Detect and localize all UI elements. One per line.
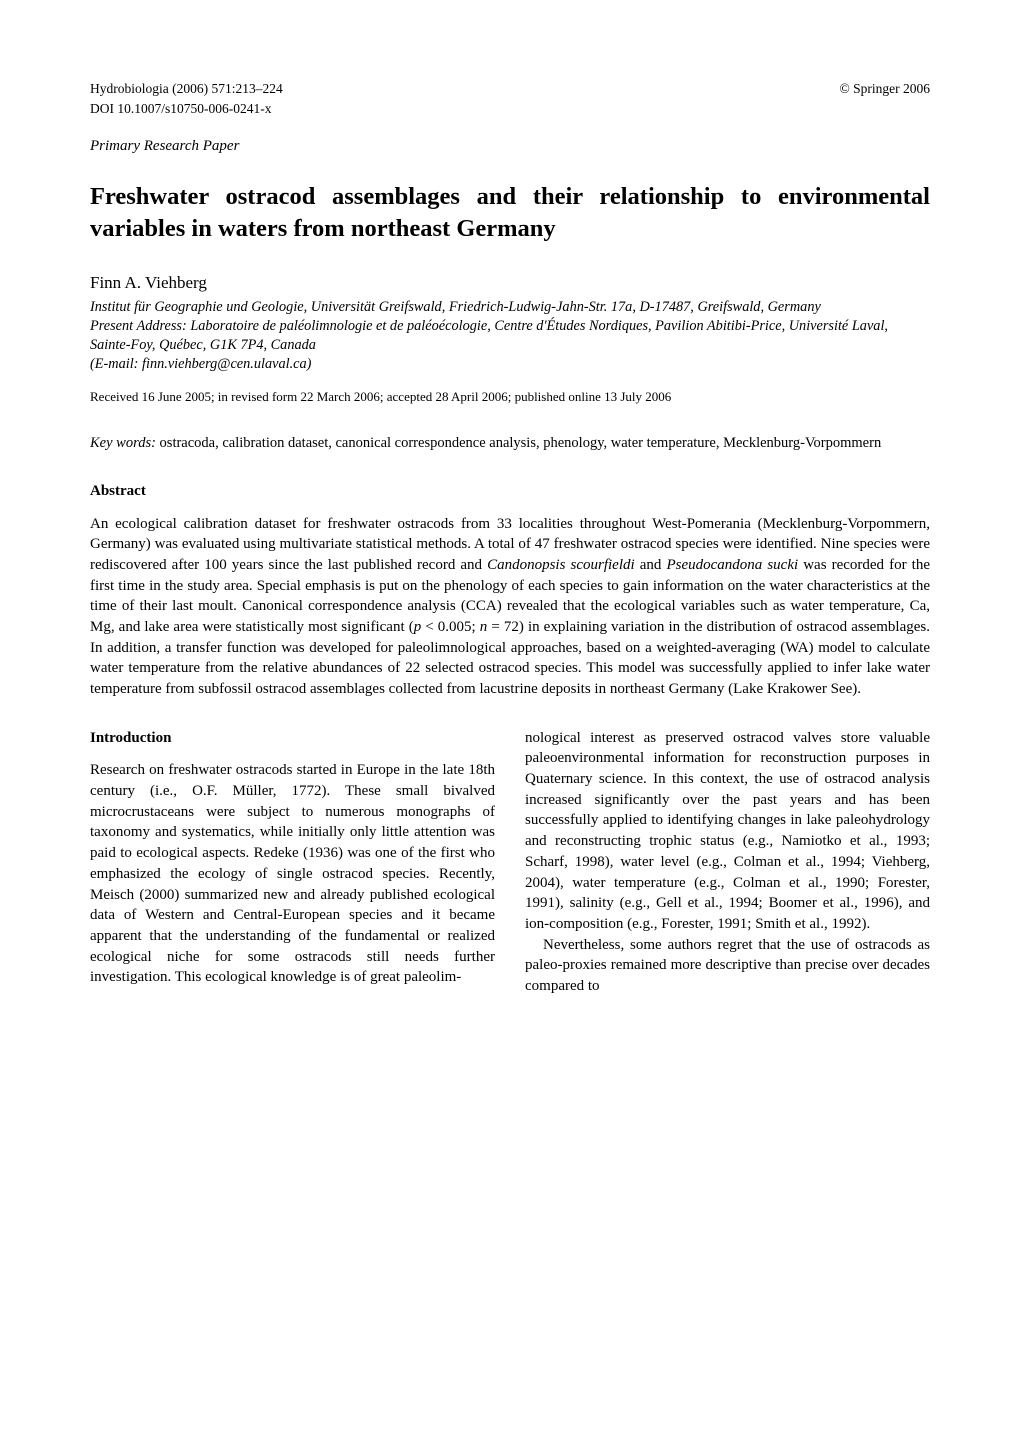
paper-type: Primary Research Paper: [90, 136, 930, 156]
article-dates: Received 16 June 2005; in revised form 2…: [90, 388, 930, 406]
abstract-text: An ecological calibration dataset for fr…: [90, 514, 930, 700]
doi: DOI 10.1007/s10750-006-0241-x: [90, 100, 930, 118]
copyright: © Springer 2006: [840, 80, 931, 98]
author-email: (E-mail: finn.viehberg@cen.ulaval.ca): [90, 355, 930, 374]
introduction-column-right: nological interest as preserved ostracod…: [525, 728, 930, 997]
introduction-heading: Introduction: [90, 728, 495, 749]
journal-reference: Hydrobiologia (2006) 571:213–224: [90, 80, 283, 98]
keywords: Key words: ostracoda, calibration datase…: [90, 434, 930, 454]
abstract-heading: Abstract: [90, 481, 930, 501]
affiliation-present: Present Address: Laboratoire de paléolim…: [90, 317, 930, 355]
article-title: Freshwater ostracod assemblages and thei…: [90, 181, 930, 245]
keywords-label: Key words:: [90, 435, 156, 451]
keywords-text: ostracoda, calibration dataset, canonica…: [156, 435, 881, 451]
introduction-column-left: Introduction Research on freshwater ostr…: [90, 728, 495, 997]
introduction-paragraph-2: Nevertheless, some authors regret that t…: [525, 935, 930, 997]
affiliation-primary: Institut für Geographie und Geologie, Un…: [90, 298, 930, 317]
introduction-paragraph-1-cont: nological interest as preserved ostracod…: [525, 728, 930, 935]
introduction-paragraph-1: Research on freshwater ostracods started…: [90, 760, 495, 988]
author-name: Finn A. Viehberg: [90, 272, 930, 295]
